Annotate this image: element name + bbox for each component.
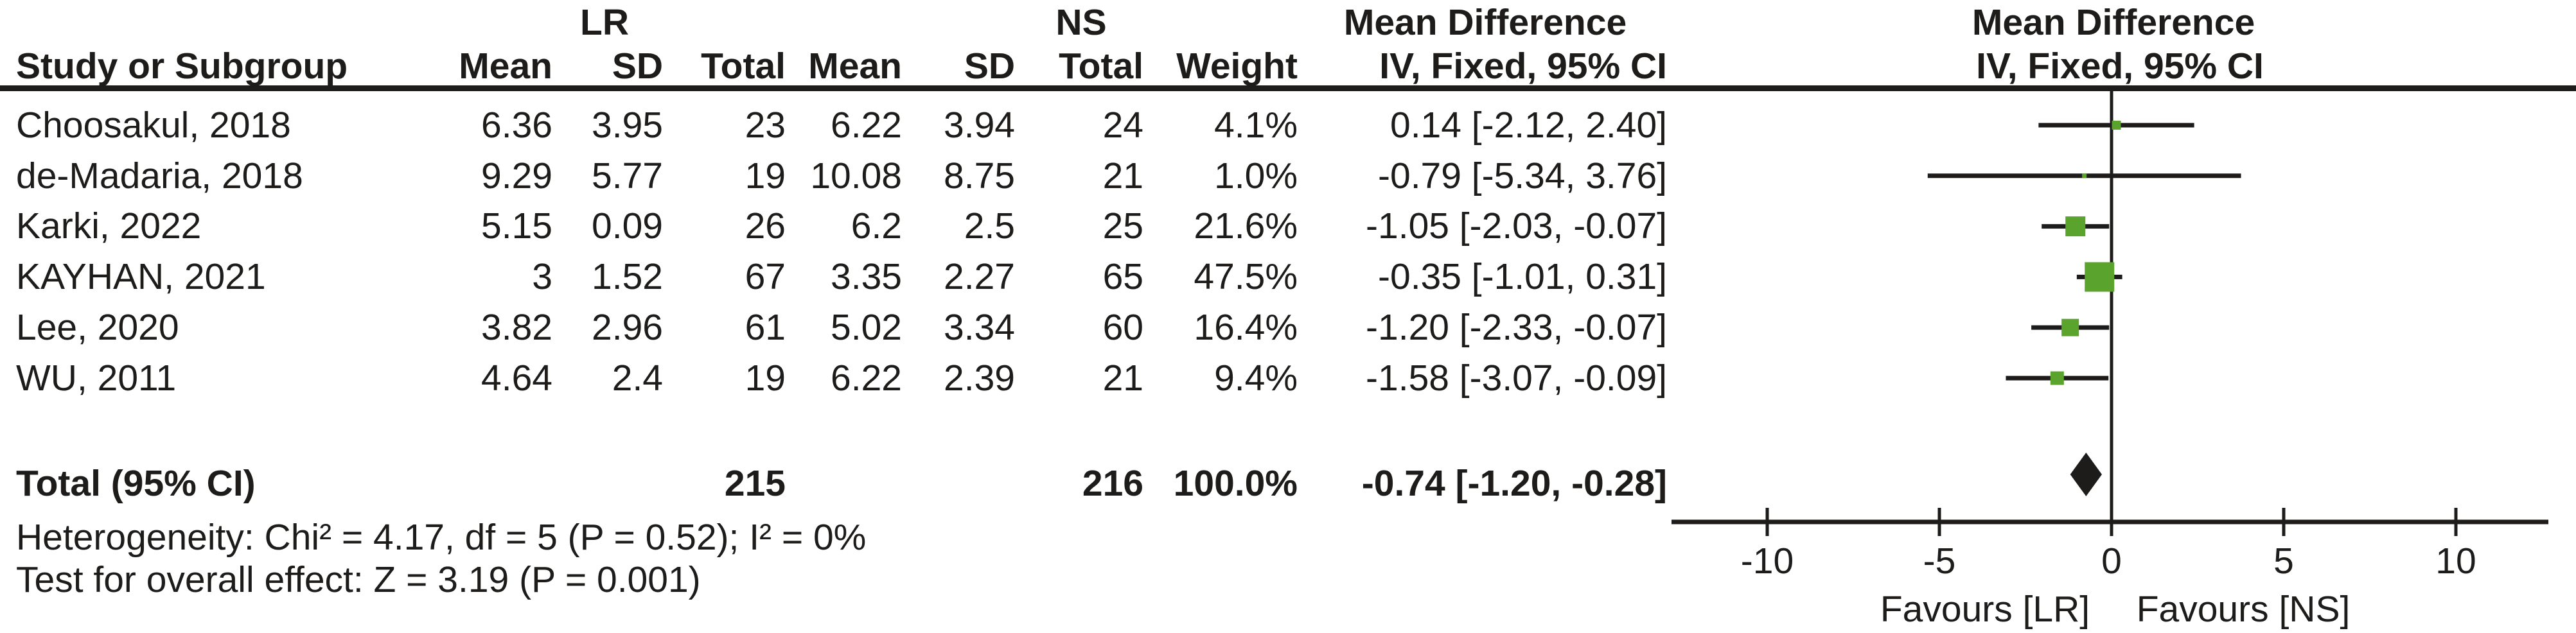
table-cell: 2.27 (944, 256, 1015, 297)
study-label: WU, 2011 (16, 358, 177, 399)
table-cell: 4.1% (1214, 105, 1298, 146)
table-cell: 61 (745, 307, 786, 348)
table-cell: 4.64 (481, 358, 552, 399)
axis-tick-label: 10 (2435, 541, 2476, 582)
column-header-ci-plot: IV, Fixed, 95% CI (1976, 46, 2264, 87)
axis-tick-label: 5 (2273, 541, 2294, 582)
column-header-ns-total: Total (1059, 46, 1143, 87)
column-header-ns-sd: SD (964, 46, 1015, 87)
table-cell: 2.39 (944, 358, 1015, 399)
summary-diamond (2070, 453, 2102, 496)
axis-tick-label: 0 (2101, 541, 2122, 582)
study-weight-square (2085, 262, 2115, 292)
table-cell: 0.14 [-2.12, 2.40] (1390, 105, 1667, 146)
table-cell: 6.22 (831, 358, 902, 399)
table-cell: 1.0% (1214, 155, 1298, 196)
favours-right-label: Favours [NS] (2137, 589, 2351, 630)
table-cell: 3.82 (481, 307, 552, 348)
table-cell: 60 (1102, 307, 1143, 348)
study-weight-square (2065, 216, 2086, 237)
table-cell: 6.22 (831, 105, 902, 146)
study-weight-square (2050, 371, 2064, 385)
column-header-lr-mean: Mean (459, 46, 552, 87)
table-cell: 24 (1102, 105, 1143, 146)
axis-tick (1937, 508, 1941, 536)
total-lr-n: 215 (724, 463, 786, 504)
column-header-weight: Weight (1176, 46, 1298, 87)
table-cell: 2.96 (592, 307, 663, 348)
column-header-lr-total: Total (701, 46, 786, 87)
table-cell: 19 (745, 358, 786, 399)
table-cell: 5.77 (592, 155, 663, 196)
table-cell: -1.58 [-3.07, -0.09] (1366, 358, 1667, 399)
column-header-lr-sd: SD (612, 46, 663, 87)
axis-tick-label: -5 (1923, 541, 1956, 582)
table-cell: 65 (1102, 256, 1143, 297)
table-cell: 6.2 (851, 205, 902, 247)
study-label: de-Madaria, 2018 (16, 155, 303, 196)
total-weight: 100.0% (1173, 463, 1298, 504)
group-header-mean-difference-text: Mean Difference (1343, 2, 1627, 43)
table-cell: 3.34 (944, 307, 1015, 348)
table-cell: 5.02 (831, 307, 902, 348)
group-header-lr: LR (580, 2, 629, 43)
table-cell: 21 (1102, 155, 1143, 196)
group-header-ns: NS (1055, 2, 1107, 43)
table-cell: 3.94 (944, 105, 1015, 146)
forest-plot-svg: -10 -5 0 5 10 Favours [LR] Favours [NS] (1672, 91, 2548, 630)
study-weight-square (2082, 173, 2087, 178)
table-cell: 3.95 (592, 105, 663, 146)
table-cell: 9.4% (1214, 358, 1298, 399)
table-cell: 21.6% (1194, 205, 1298, 247)
table-cell: 3.35 (831, 256, 902, 297)
column-header-ci: IV, Fixed, 95% CI (1379, 46, 1667, 87)
table-cell: -1.20 [-2.33, -0.07] (1366, 307, 1667, 348)
study-weight-square (2112, 121, 2121, 130)
table-cell: 9.29 (481, 155, 552, 196)
table-cell: 2.5 (964, 205, 1015, 247)
heterogeneity-stats: Heterogeneity: Chi² = 4.17, df = 5 (P = … (16, 517, 867, 558)
table-cell: 2.4 (612, 358, 663, 399)
table-cell: 5.15 (481, 205, 552, 247)
table-cell: -0.79 [-5.34, 3.76] (1378, 155, 1667, 196)
column-header-study: Study or Subgroup (16, 46, 348, 87)
axis-tick (2282, 508, 2286, 536)
total-md-ci: -0.74 [-1.20, -0.28] (1361, 463, 1667, 504)
table-cell: 26 (745, 205, 786, 247)
table-cell: 6.36 (481, 105, 552, 146)
study-label: Lee, 2020 (16, 307, 179, 348)
study-label: KAYHAN, 2021 (16, 256, 266, 297)
table-cell: 19 (745, 155, 786, 196)
table-cell: 1.52 (592, 256, 663, 297)
table-cell: 10.08 (810, 155, 902, 196)
total-label: Total (95% CI) (16, 463, 256, 504)
table-cell: 25 (1102, 205, 1143, 247)
table-cell: 23 (745, 105, 786, 146)
group-header-mean-difference-plot: Mean Difference (1972, 2, 2255, 43)
table-cell: -0.35 [-1.01, 0.31] (1378, 256, 1667, 297)
overall-effect-stats: Test for overall effect: Z = 3.19 (P = 0… (16, 559, 701, 600)
axis-tick (2110, 508, 2113, 536)
table-cell: -1.05 [-2.03, -0.07] (1366, 205, 1667, 247)
column-header-ns-mean: Mean (808, 46, 902, 87)
study-label: Choosakul, 2018 (16, 105, 291, 146)
table-cell: 21 (1102, 358, 1143, 399)
axis-tick (1765, 508, 1769, 536)
table-cell: 16.4% (1194, 307, 1298, 348)
study-weight-square (2061, 318, 2079, 336)
study-label: Karki, 2022 (16, 205, 202, 247)
table-cell: 3 (532, 256, 552, 297)
zero-line (2110, 91, 2113, 522)
table-cell: 0.09 (592, 205, 663, 247)
forest-plot-area: -10 -5 0 5 10 Favours [LR] Favours [NS] (1664, 87, 2576, 633)
axis-tick-label: -10 (1741, 541, 1794, 582)
total-ns-n: 216 (1082, 463, 1143, 504)
axis-tick (2454, 508, 2458, 536)
table-cell: 8.75 (944, 155, 1015, 196)
table-cell: 67 (745, 256, 786, 297)
favours-left-label: Favours [LR] (1880, 589, 2090, 630)
table-cell: 47.5% (1194, 256, 1298, 297)
header-rule (0, 85, 2576, 91)
